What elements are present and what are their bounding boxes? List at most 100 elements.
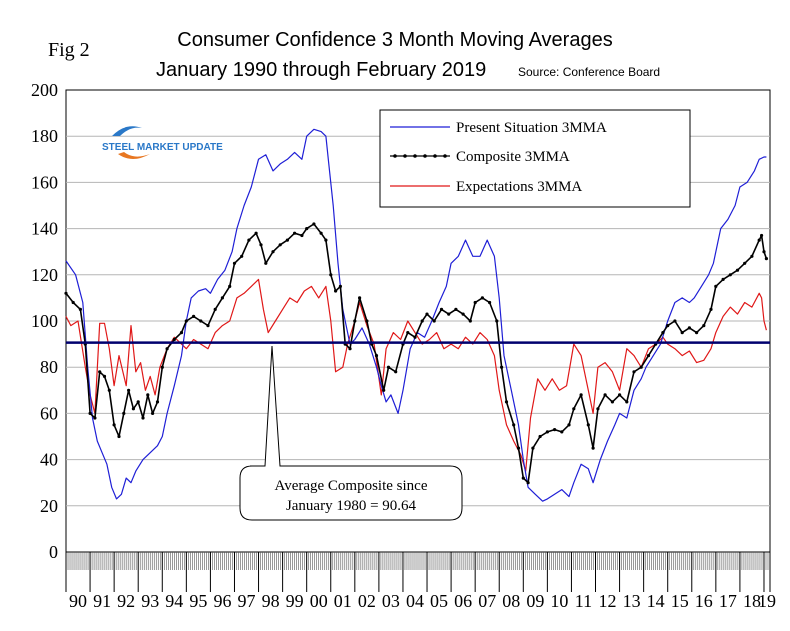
composite-point [247,238,251,242]
composite-point [199,319,203,323]
x-tick-label: 12 [599,591,617,611]
composite-point [709,307,713,311]
x-tick-label: 01 [334,591,352,611]
composite-point [382,388,386,392]
composite-point [155,400,160,404]
y-tick-label: 60 [40,403,58,423]
legend-marker-composite [443,154,447,158]
composite-point [165,347,169,351]
composite-point [179,331,184,335]
composite-point [136,400,140,404]
composite-point [516,446,521,450]
composite-point [264,261,268,265]
x-tick-label: 15 [671,591,689,611]
composite-point [305,227,309,231]
x-tick-label: 02 [358,591,376,611]
y-tick-label: 20 [40,496,58,516]
legend-label-composite: Composite 3MMA [456,149,570,165]
x-tick-label: 13 [623,591,641,611]
average-annotation: Average Composite since January 1980 = 9… [239,345,463,521]
x-tick-label: 18 [743,591,761,611]
composite-point [702,324,706,328]
x-tick-label: 90 [69,591,87,611]
annotation-line1: Average Composite since [274,478,427,494]
composite-point [760,233,764,238]
logo-swoosh-icon [112,126,142,136]
composite-point [329,273,333,277]
composite-point [406,331,410,335]
y-tick-label: 40 [40,450,58,470]
composite-point [750,254,754,258]
composite-point [680,331,684,335]
x-tick-label: 03 [382,591,400,611]
composite-point [728,273,732,277]
chart-title-line1: Consumer Confidence 3 Month Moving Avera… [177,29,612,51]
composite-point [374,354,379,358]
figure-label: Fig 2 [48,39,90,61]
x-tick-label: 19 [758,591,776,611]
composite-point [386,365,391,369]
annotation-line2: January 1980 = 90.64 [286,498,417,514]
composite-point [141,416,145,420]
composite-point [632,370,636,374]
composite-point [93,416,97,420]
composite-point [232,261,237,265]
x-tick-label: 93 [141,591,159,611]
logo-text: STEEL MARKET UPDATE [102,142,223,153]
x-tick-label: 08 [502,591,520,611]
composite-point [560,430,564,434]
composite-point [695,331,699,335]
composite-point [687,326,692,330]
x-tick-label: 94 [165,591,183,611]
steel-market-update-logo: STEEL MARKET UPDATE [102,126,223,159]
chart-source: Source: Conference Board [518,65,660,79]
x-tick-label: 98 [262,591,280,611]
x-tick-label: 95 [189,591,207,611]
composite-point [461,312,465,316]
composite-point [572,407,576,411]
composite-point [480,296,484,300]
composite-point [579,393,583,397]
x-tick-label: 97 [238,591,256,611]
composite-point [762,250,766,254]
legend-marker-composite [433,154,437,158]
composite-point [220,296,224,300]
series-lines [64,128,769,502]
x-tick-label: 14 [647,591,665,611]
y-tick-label: 120 [31,265,58,285]
composite-point [64,291,68,295]
composite-point [172,337,176,342]
composite-point [285,238,289,242]
y-tick-label: 80 [40,357,58,377]
composite-point [591,446,595,450]
x-tick-label: 92 [117,591,135,611]
composite-point [596,407,600,411]
composite-point [88,411,92,415]
legend-marker-composite [423,154,427,158]
composite-point [553,428,557,432]
composite-point [365,319,369,323]
composite-point [117,434,121,439]
composite-point [206,324,210,328]
composite-point [500,365,504,369]
composite-point [146,393,150,397]
composite-point [625,400,629,404]
composite-point [394,370,398,374]
x-tick-label: 96 [213,591,231,611]
composite-point [661,331,665,335]
composite-point [413,335,417,339]
composite-point [757,238,761,242]
composite-point [488,300,492,305]
composite-point [468,319,472,323]
composite-point [764,257,769,261]
composite-point [334,289,338,293]
composite-point [184,319,188,323]
x-tick-label: 09 [526,591,544,611]
composite-point [646,354,651,358]
composite-point [618,393,622,397]
composite-point [160,365,164,369]
legend-box [379,109,691,208]
composite-point [526,481,530,485]
composite-point [319,231,323,235]
composite-point [504,400,509,404]
